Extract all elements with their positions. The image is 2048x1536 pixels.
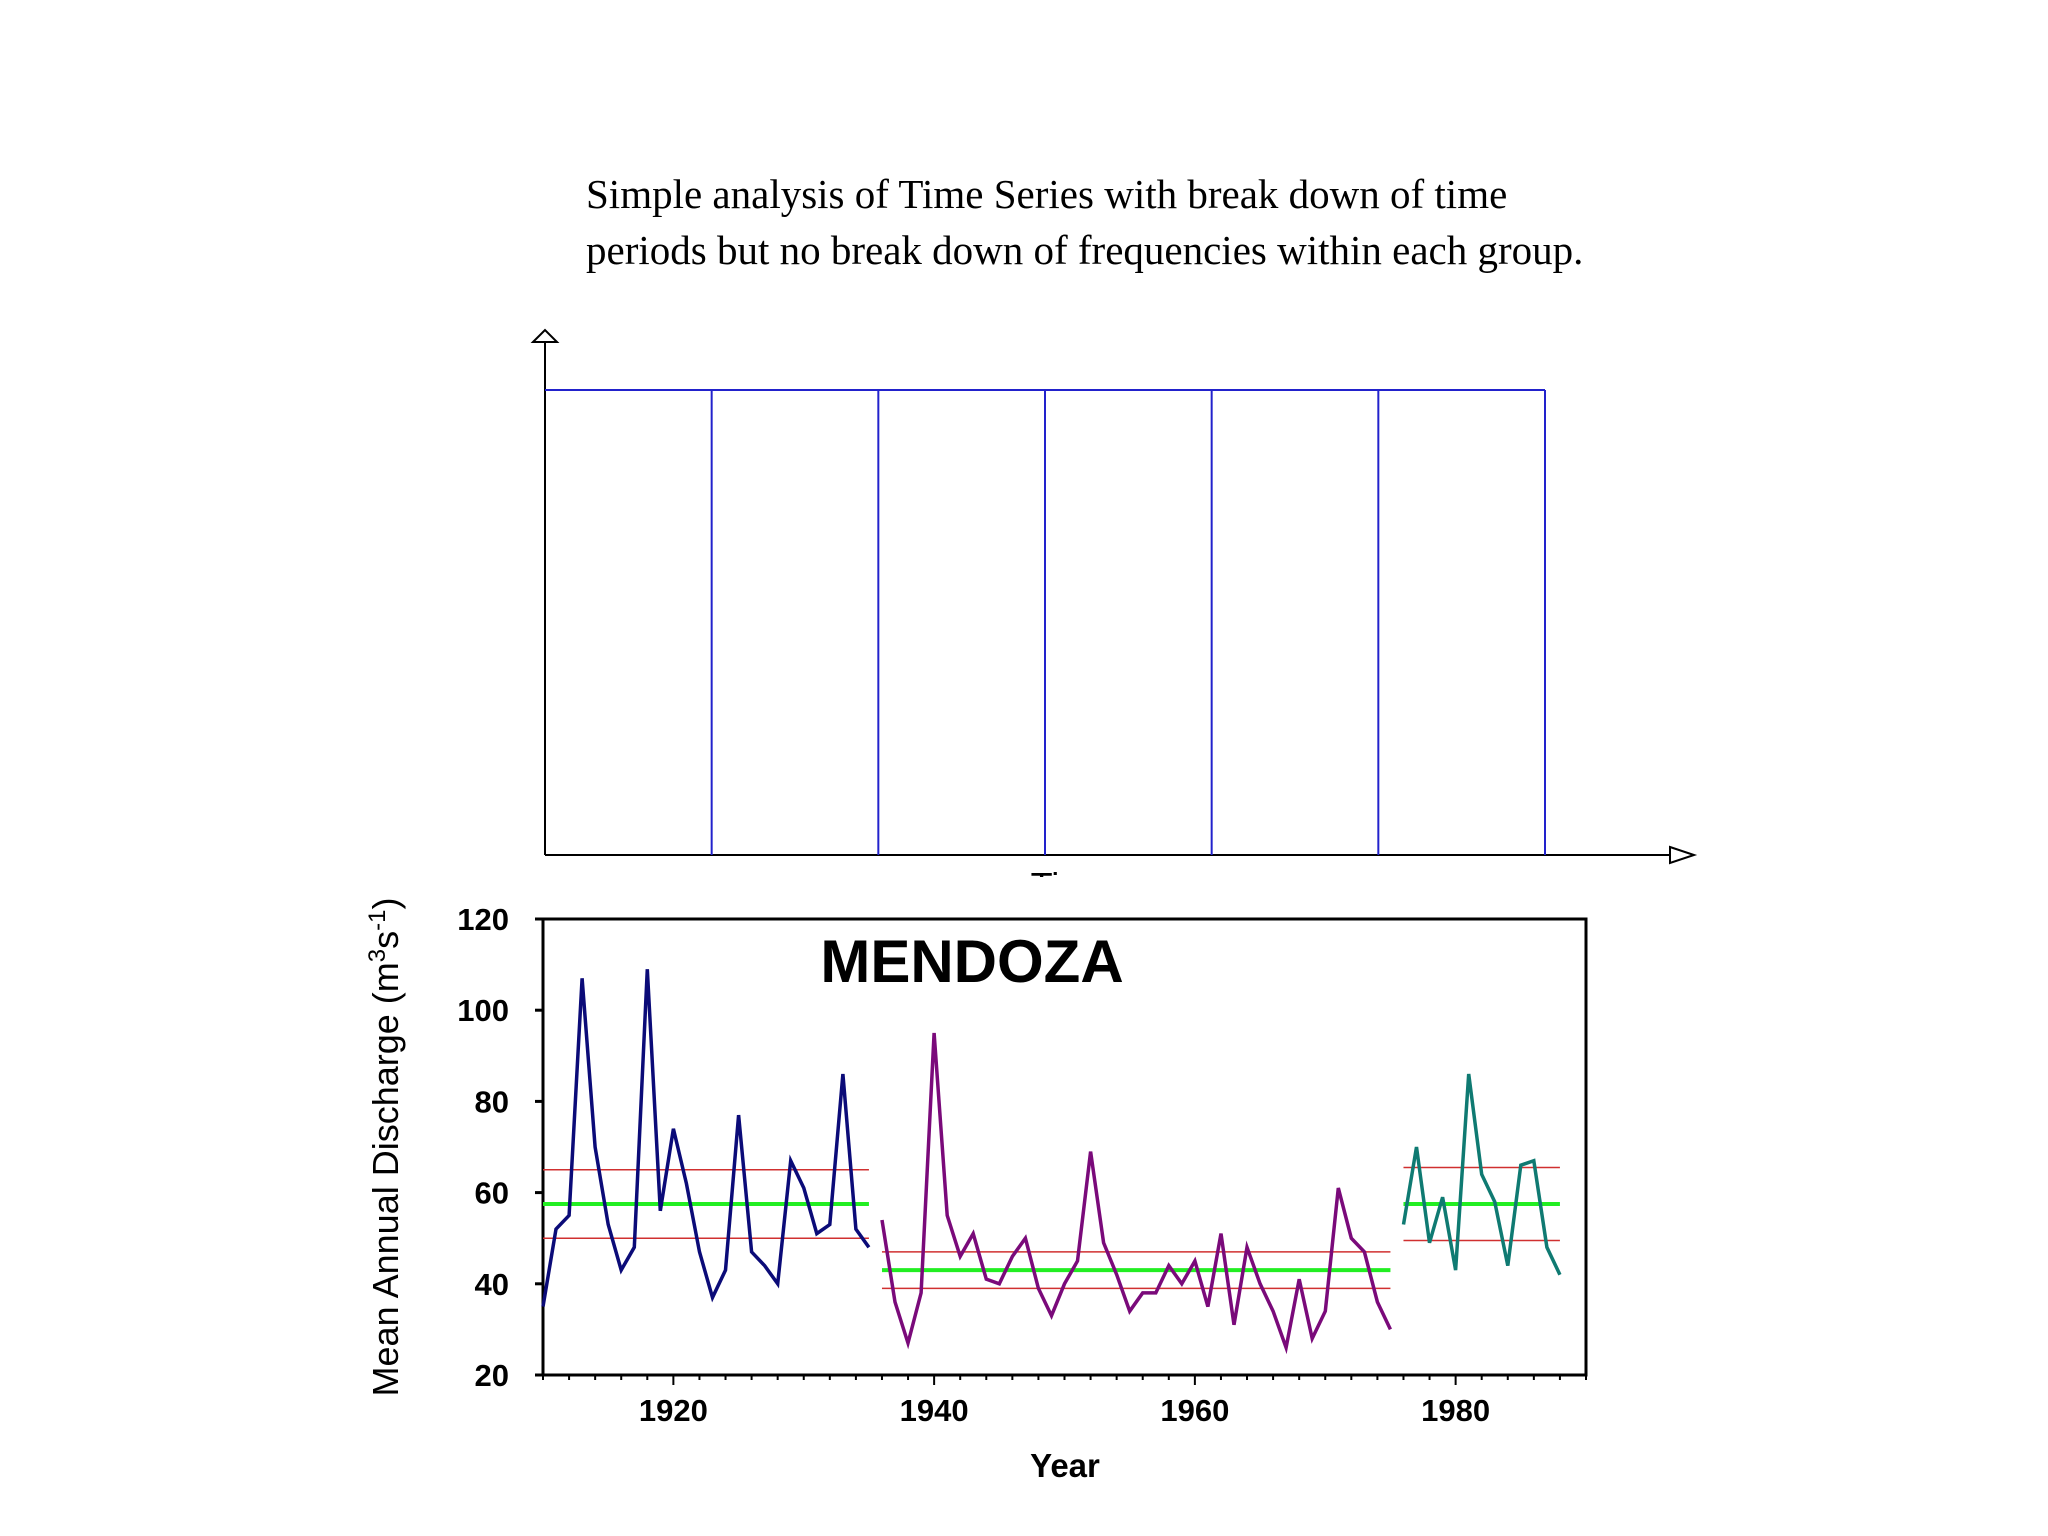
x-tick-label: 1980 <box>1421 1393 1490 1428</box>
series-line-2 <box>880 1032 1392 1355</box>
caption: Simple analysis of Time Series with brea… <box>586 166 1786 278</box>
x-tick-label: 1940 <box>900 1393 969 1428</box>
mean-bands <box>543 1166 1560 1290</box>
y-axis-label: Mean Annual Discharge (m3s-1) <box>364 898 406 1397</box>
chart-title: MENDOZA <box>820 928 1123 995</box>
schematic-segments <box>545 389 1546 855</box>
schematic-x-label: Time <box>1031 865 1110 906</box>
y-tick-label: 20 <box>475 1358 509 1393</box>
y-tick-label: 40 <box>475 1267 509 1302</box>
caption-line-2: periods but no break down of frequencies… <box>586 227 1584 273</box>
series-lines <box>541 969 1562 1355</box>
schematic-y-arrow-icon <box>530 328 560 343</box>
x-tick-label: 1920 <box>639 1393 708 1428</box>
caption-line-1: Simple analysis of Time Series with brea… <box>586 171 1508 217</box>
y-tick-label: 120 <box>457 902 509 937</box>
y-tick-label: 100 <box>457 993 509 1028</box>
schematic-x-arrow-icon <box>1669 845 1698 865</box>
y-tick-label: 80 <box>475 1084 509 1119</box>
y-axis-ticks: 20 40 60 80 100 120 <box>457 902 543 1393</box>
x-axis-ticks: 1920 1940 1960 1980 <box>542 1375 1587 1428</box>
series-line-1 <box>541 969 871 1307</box>
y-tick-label: 60 <box>475 1176 509 1211</box>
series-line-3 <box>1401 1073 1562 1276</box>
x-tick-label: 1960 <box>1160 1393 1229 1428</box>
time-periods-schematic: Time <box>530 328 1698 906</box>
x-axis-label: Year <box>1030 1447 1100 1484</box>
